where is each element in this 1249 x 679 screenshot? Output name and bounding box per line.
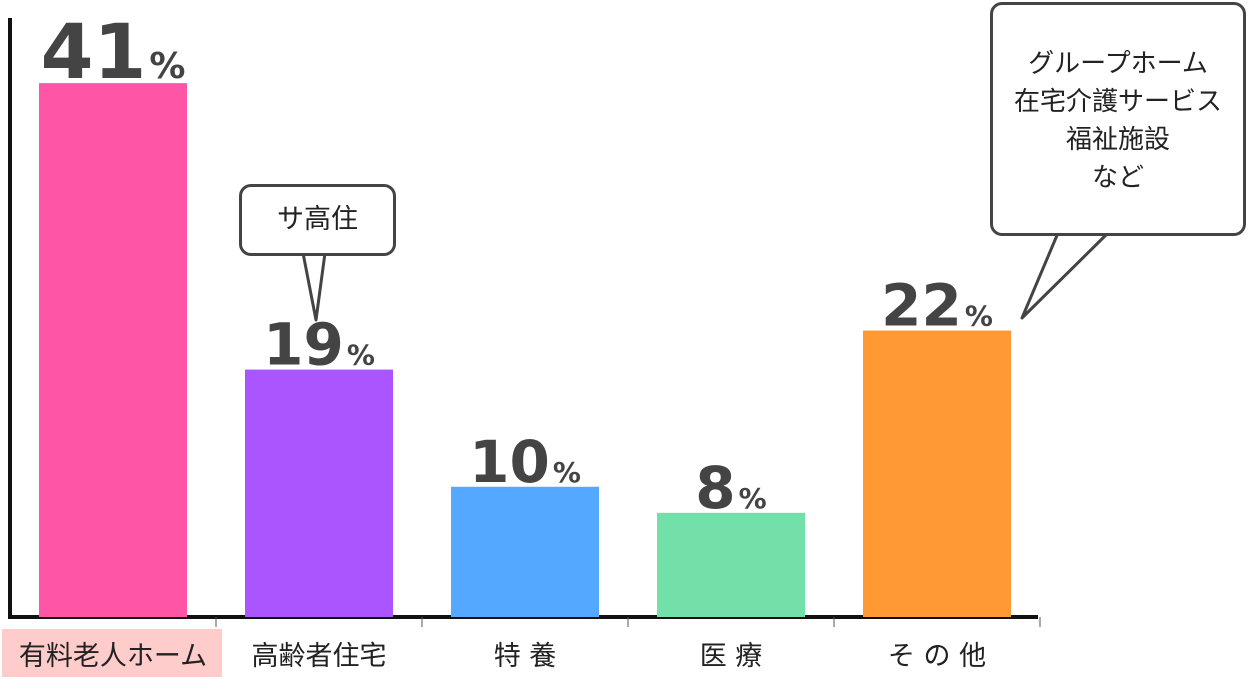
bars: 41% 19 % 10% 8 % 22% xyxy=(39,7,1011,617)
bar-高齢者住宅 xyxy=(245,369,393,617)
category-labels: 有料老人ホーム 高齢者住宅 特 養 医 療 そ の 他 xyxy=(2,629,986,677)
category-label-医療: 医 療 xyxy=(700,641,763,672)
data-label-高齢者住宅: 19% xyxy=(263,311,375,379)
data-label-その他: 22% xyxy=(881,272,993,340)
category-label-特養: 特 養 xyxy=(494,641,557,672)
data-label-特養: 10% xyxy=(469,428,581,496)
annotation-text: サ高住 xyxy=(277,204,358,235)
bar-有料老人ホーム xyxy=(39,83,187,617)
bar-その他 xyxy=(863,330,1011,617)
category-highlight xyxy=(2,629,222,677)
annotation-line: など xyxy=(1091,163,1144,193)
bar-医療 xyxy=(657,512,805,617)
category-label-高齢者住宅: 高齢者住宅 xyxy=(252,641,387,672)
annotation-callout-other: グループホーム 在宅介護サービス 福祉施設 など xyxy=(990,2,1246,236)
category-label-有料老人ホーム: 有料老人ホーム xyxy=(19,641,207,672)
annotation-line: 福祉施設 xyxy=(1065,125,1170,155)
x-axis-ticks xyxy=(215,617,1041,627)
annotation-line: グループホーム xyxy=(1028,49,1208,79)
annotation-line: 在宅介護サービス xyxy=(1013,87,1222,117)
data-label-医療: 8% xyxy=(695,454,766,522)
data-label-有料老人ホーム: 41% xyxy=(41,7,186,96)
bar-特養 xyxy=(451,486,599,617)
annotation-callout-sakoju: サ高住 xyxy=(239,184,396,256)
category-label-その他: そ の 他 xyxy=(888,641,986,672)
callout-tail-other xyxy=(1020,231,1110,320)
